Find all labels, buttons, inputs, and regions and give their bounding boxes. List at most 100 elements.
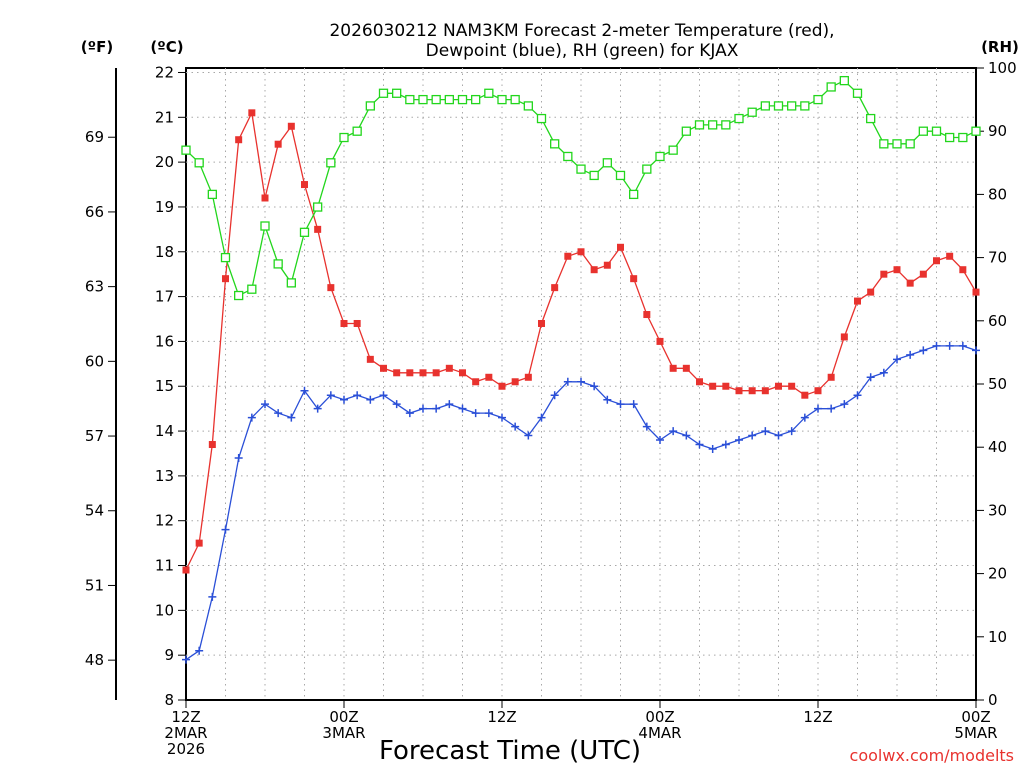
rh-point-36 [655,151,665,162]
temperature-point-14 [366,355,374,363]
dewpoint-series [182,341,980,664]
fahrenheit-tick-label-48: 48 [85,651,104,669]
dewpoint-point-40 [708,444,717,453]
temperature-point-32 [603,261,611,269]
rh-point-35 [642,164,652,174]
dewpoint-point-55 [906,350,915,359]
rh-point-54 [892,139,902,149]
dewpoint-point-53 [879,368,888,377]
temperature-point-58 [946,252,954,260]
dewpoint-point-24 [498,413,506,422]
rh-point-41 [721,120,731,130]
temperature-point-17 [406,369,414,377]
dewpoint-point-23 [484,409,493,418]
temperature-point-4 [235,136,243,144]
dewpoint-point-20 [445,400,454,409]
dewpoint-point-46 [787,427,796,436]
temperature-point-57 [933,257,940,265]
fahrenheit-tick-label-66: 66 [85,203,104,221]
x-tick-label-h12-line-0: 00Z [329,708,358,726]
rh-point-58 [945,132,955,143]
dewpoint-point-6 [261,400,269,409]
x-tick-label-h36-line-1: 4MAR [638,724,681,742]
celsius-tick-label-11: 11 [155,557,174,575]
rh-point-42 [734,113,744,124]
x-axis-title: Forecast Time (UTC) [379,736,641,766]
rh-point-1 [194,158,204,168]
rh-point-6 [260,221,270,231]
temperature-point-56 [919,270,927,278]
dewpoint-point-44 [761,427,770,436]
rh-point-46 [787,101,797,111]
rh-point-13 [352,126,362,136]
temperature-point-28 [551,284,559,292]
temperature-point-49 [827,373,835,381]
celsius-tick-label-22: 22 [155,63,174,81]
temperature-point-52 [867,288,875,296]
celsius-tick-label-8: 8 [164,691,174,709]
dewpoint-point-45 [774,431,783,440]
rh-point-8 [286,278,296,288]
rh-point-25 [510,94,520,105]
rh-point-17 [405,94,415,105]
celsius-tick-label-14: 14 [155,422,174,440]
rh-point-11 [326,158,336,168]
celsius-axis-unit: (ºC) [150,38,183,56]
dewpoint-point-31 [590,382,599,391]
credit-text: coolwx.com/modelts [850,746,1014,765]
dewpoint-point-51 [853,391,862,400]
temperature-point-12 [340,319,348,327]
temperature-point-23 [485,373,493,381]
temperature-point-50 [840,333,848,341]
dewpoint-point-41 [721,440,730,449]
rh-point-4 [234,290,244,301]
celsius-tick-label-16: 16 [155,332,174,350]
dewpoint-point-13 [353,391,362,400]
dewpoint-point-15 [379,391,388,400]
rh-point-53 [879,139,889,149]
dewpoint-point-57 [932,341,941,350]
celsius-tick-label-12: 12 [155,512,174,530]
celsius-tick-label-18: 18 [155,243,174,261]
celsius-tick-label-9: 9 [164,646,174,664]
dewpoint-point-1 [195,646,204,655]
temperature-point-37 [669,364,677,372]
rh-point-3 [220,252,231,263]
temperature-point-19 [432,369,440,377]
rh-tick-label-30: 30 [988,501,1007,519]
rh-point-57 [931,126,942,136]
temperature-point-3 [222,275,229,283]
temperature-point-8 [287,122,295,130]
rh-tick-label-0: 0 [988,691,998,709]
temperature-point-24 [498,382,506,390]
axes: 8 9 10 11 12 13 14 15 16 17 18 19 20 21 22 48 51 54 57 60 63… [85,59,1017,758]
rh-point-18 [418,94,428,105]
temperature-point-40 [709,382,717,390]
rh-tick-label-50: 50 [988,375,1007,393]
x-tick-label-h0-line-2: 2026 [167,740,205,758]
rh-point-15 [378,88,389,98]
temperature-point-1 [195,539,203,547]
dewpoint-point-59 [958,341,967,350]
dewpoint-point-34 [629,400,638,409]
dewpoint-point-49 [827,404,836,413]
temperature-point-54 [893,266,901,274]
dewpoint-point-37 [669,427,678,436]
temperature-point-42 [735,387,743,395]
dewpoint-point-10 [313,404,322,413]
temperature-point-11 [327,284,335,292]
temperature-point-15 [380,364,387,372]
temperature-point-41 [722,382,730,390]
dewpoint-point-47 [800,413,809,422]
fahrenheit-axis-unit: (ºF) [81,38,113,56]
celsius-tick-label-20: 20 [155,153,174,171]
dewpoint-point-48 [814,404,822,413]
fahrenheit-tick-label-57: 57 [85,427,104,445]
x-tick-label-h0-line-1: 2MAR [164,724,207,742]
dewpoint-point-17 [405,409,414,418]
temperature-point-47 [801,391,809,399]
rh-point-47 [800,101,810,111]
x-tick-label-h48-line-0: 12Z [803,708,832,726]
temperature-point-26 [524,373,532,381]
